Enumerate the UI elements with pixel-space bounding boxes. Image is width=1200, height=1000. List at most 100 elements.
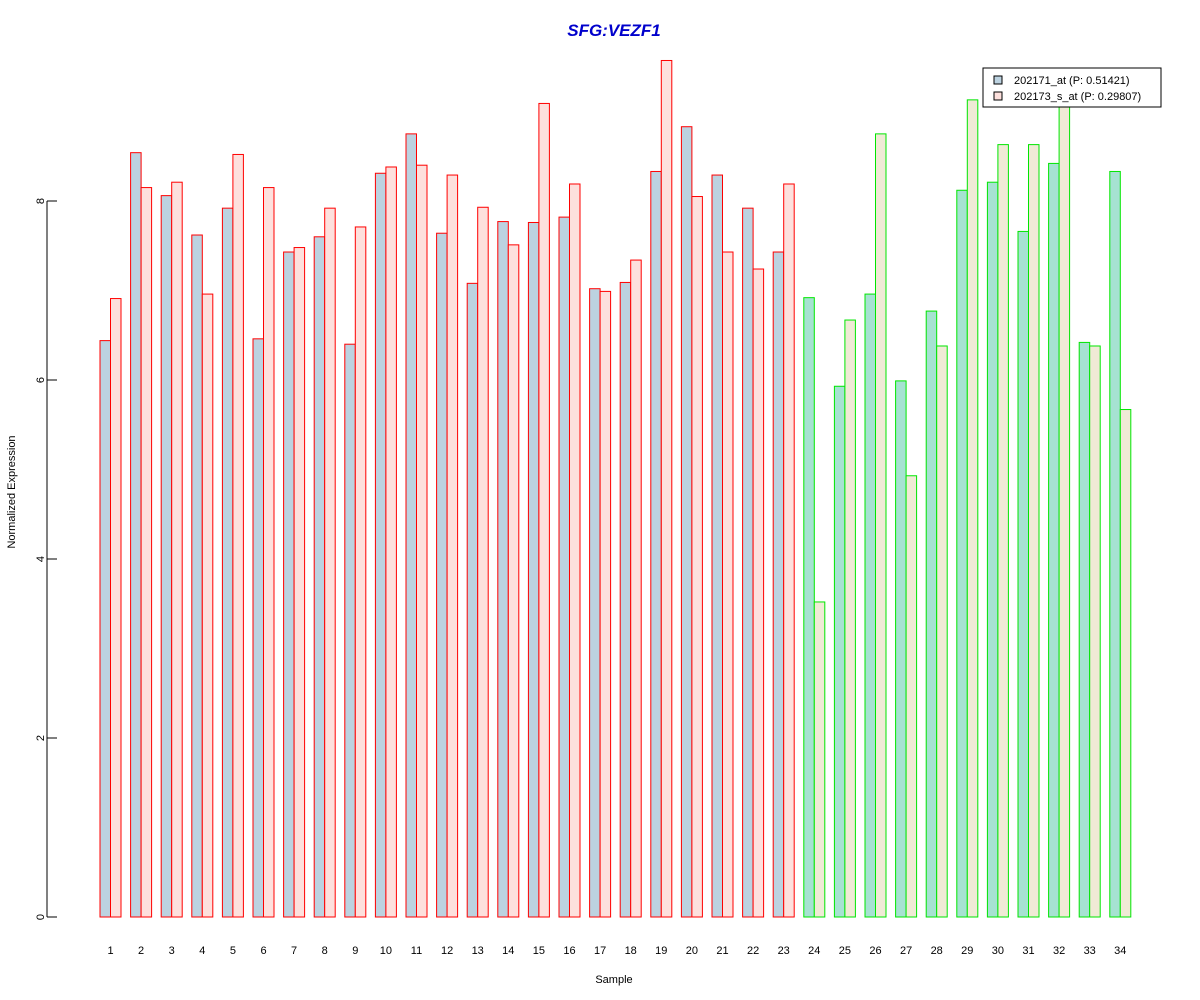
bar-series2-sample-23: [783, 183, 795, 918]
bar-series1-sample-34: [1109, 170, 1121, 918]
legend-swatch-series2: [993, 91, 1003, 101]
bar-series1-sample-12: [436, 232, 448, 918]
x-tick-label: 6: [260, 945, 266, 957]
x-tick-label: 3: [169, 945, 175, 957]
y-tick-label: 6: [35, 377, 47, 383]
x-tick-label: 1: [107, 945, 113, 957]
x-tick-label: 13: [472, 945, 484, 957]
x-tick-label: 27: [900, 945, 912, 957]
x-axis-label: Sample: [595, 974, 632, 986]
bar-series1-sample-26: [864, 293, 876, 918]
bar-series2-sample-13: [477, 206, 489, 918]
bar-series1-sample-31: [1017, 230, 1029, 918]
bar-series1-sample-4: [191, 234, 203, 918]
bar-series2-sample-24: [813, 601, 826, 918]
bar-series2-sample-4: [201, 293, 214, 918]
x-tick-label: 34: [1114, 945, 1126, 957]
bar-series1-sample-2: [130, 152, 142, 918]
bar-series1-sample-3: [160, 195, 173, 918]
bar-series1-sample-13: [466, 282, 479, 918]
bar-series1-sample-28: [925, 310, 938, 918]
bar-series2-sample-9: [354, 226, 367, 918]
bar-series1-sample-16: [558, 216, 570, 918]
bar-series2-sample-1: [110, 298, 122, 918]
x-tick-label: 33: [1084, 945, 1096, 957]
bar-series2-sample-3: [171, 181, 183, 918]
y-tick-label: 0: [35, 914, 47, 920]
bar-series2-sample-33: [1089, 345, 1101, 918]
bar-series1-sample-14: [497, 221, 509, 918]
bar-series1-sample-17: [589, 288, 601, 918]
bar-series1-sample-8: [313, 236, 326, 918]
bar-series1-sample-5: [221, 207, 234, 918]
bar-series2-sample-29: [966, 99, 979, 918]
bar-series2-sample-12: [446, 174, 459, 918]
bar-series1-sample-9: [344, 343, 356, 918]
bar-series1-sample-10: [374, 172, 387, 918]
legend-label-series2: 202173_s_at (P: 0.29807): [1014, 91, 1141, 103]
y-tick-label: 4: [35, 556, 47, 562]
x-tick-label: 23: [778, 945, 790, 957]
bar-series1-sample-20: [680, 126, 693, 918]
x-tick-label: 10: [380, 945, 392, 957]
x-tick-label: 4: [199, 945, 205, 957]
bar-series2-sample-21: [722, 251, 734, 918]
bar-series1-sample-24: [803, 297, 815, 918]
x-tick-label: 20: [686, 945, 698, 957]
x-tick-label: 19: [655, 945, 667, 957]
bar-series2-sample-19: [660, 59, 673, 918]
x-tick-label: 16: [563, 945, 575, 957]
x-tick-label: 25: [839, 945, 851, 957]
bar-series2-sample-25: [844, 319, 856, 918]
y-tick-label: 2: [35, 735, 47, 741]
bar-series2-sample-8: [324, 207, 336, 918]
x-tick-label: 9: [352, 945, 358, 957]
bar-series2-sample-18: [630, 259, 642, 918]
bar-series1-sample-33: [1078, 341, 1091, 918]
bar-series1-sample-27: [895, 380, 907, 918]
bar-series2-sample-7: [293, 247, 306, 918]
y-tick-label: 8: [35, 198, 47, 204]
bar-series1-sample-19: [650, 170, 662, 918]
x-tick-label: 5: [230, 945, 236, 957]
bar-series1-sample-30: [986, 181, 999, 918]
x-axis: 1 2 3 4 5 6 7 8 9 10 11 12 13 14 15 16 17 18 19 20 21 22 23 24 2…: [107, 945, 1126, 957]
x-tick-label: 14: [502, 945, 514, 957]
bar-series1-sample-6: [252, 338, 264, 918]
bar-series1-sample-15: [527, 221, 540, 918]
bar-series2-sample-30: [997, 144, 1009, 918]
legend-label-series1: 202171_at (P: 0.51421): [1014, 75, 1130, 87]
x-tick-label: 29: [961, 945, 973, 957]
bar-series1-sample-18: [619, 281, 632, 918]
y-axis-label: Normalized Expression: [6, 435, 18, 548]
x-tick-label: 31: [1022, 945, 1034, 957]
x-tick-label: 22: [747, 945, 759, 957]
x-tick-label: 2: [138, 945, 144, 957]
bar-series2-sample-34: [1119, 409, 1132, 918]
bar-series2-sample-20: [691, 196, 703, 918]
legend-swatch-series1: [993, 75, 1003, 85]
legend-box: [982, 67, 1162, 108]
bar-series2-sample-10: [385, 166, 397, 918]
bar-series1-sample-29: [956, 189, 968, 918]
bar-series2-sample-6: [263, 187, 275, 918]
x-tick-label: 32: [1053, 945, 1065, 957]
bar-series2-sample-22: [752, 268, 765, 918]
bar-series1-sample-1: [99, 340, 111, 918]
bar-series2-sample-2: [140, 187, 153, 918]
bar-series1-sample-7: [283, 251, 295, 918]
x-tick-label: 28: [931, 945, 943, 957]
bar-series2-sample-16: [569, 183, 581, 918]
bar-series1-sample-11: [405, 133, 417, 918]
bar-series2-sample-26: [875, 133, 887, 918]
x-tick-label: 8: [322, 945, 328, 957]
chart-title: SFG:VEZF1: [567, 21, 661, 40]
x-tick-label: 21: [716, 945, 728, 957]
bar-series2-sample-11: [416, 164, 428, 918]
bar-series2-sample-27: [905, 475, 918, 918]
bar-series2-sample-15: [538, 102, 550, 918]
bars-group: [99, 59, 1132, 918]
y-axis: 0 2 4 6 8: [35, 198, 57, 920]
x-tick-label: 30: [992, 945, 1004, 957]
